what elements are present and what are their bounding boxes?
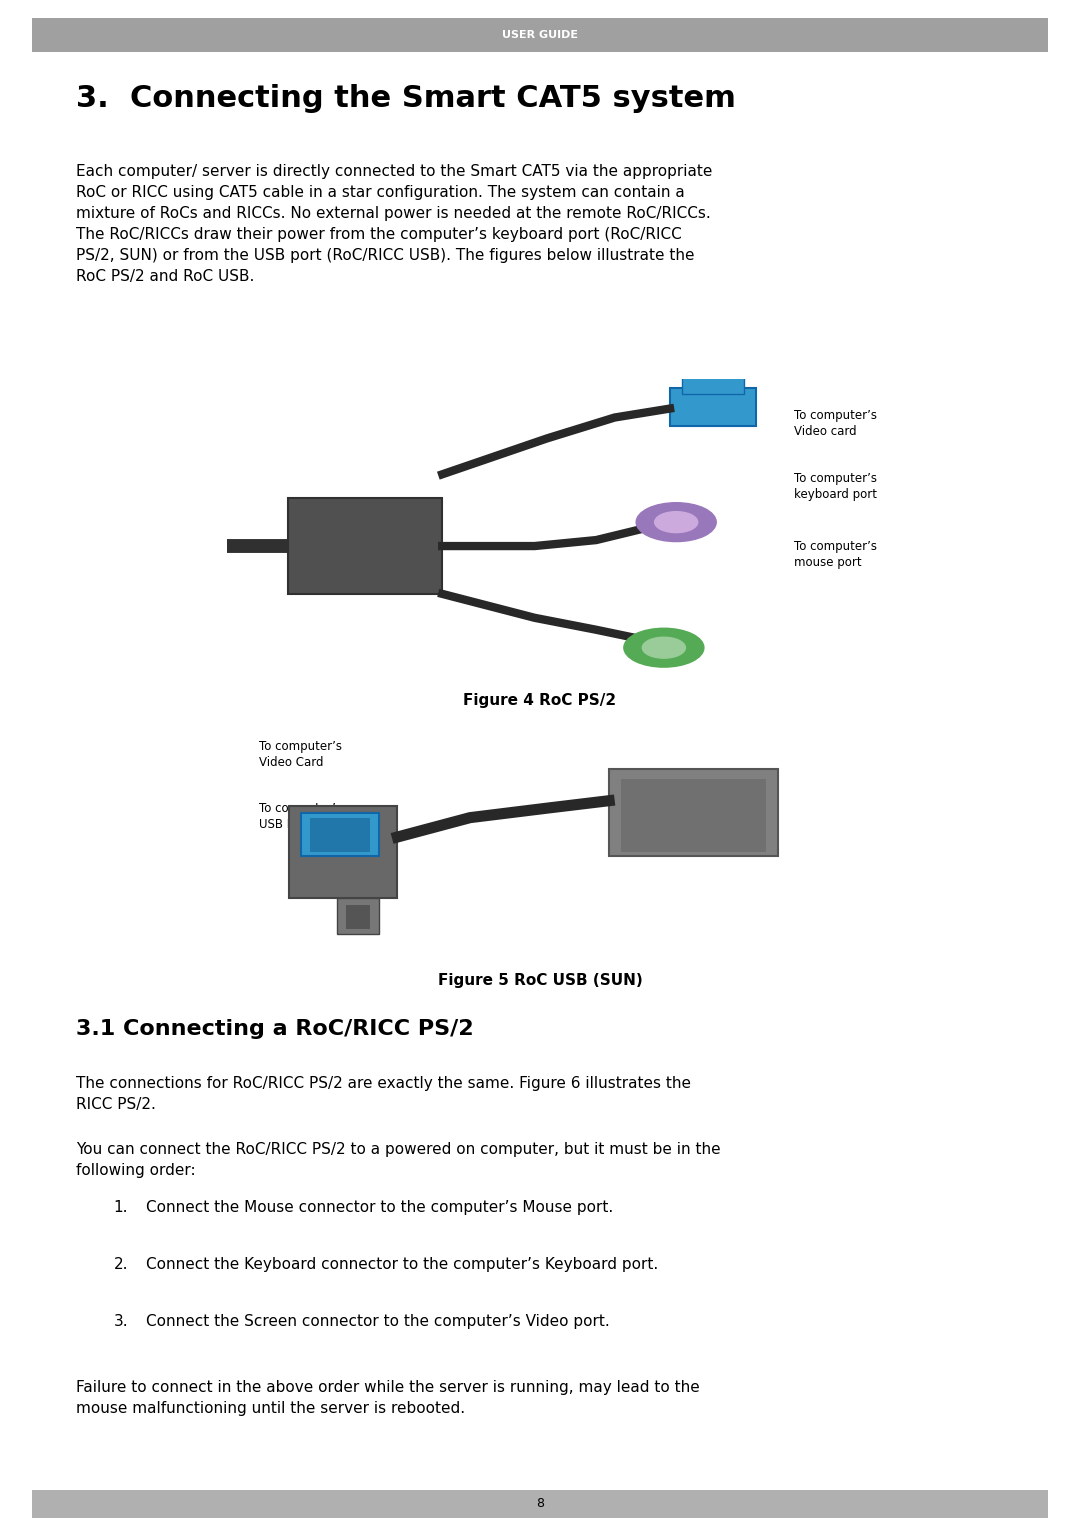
- Text: Figure 4 RoC PS/2: Figure 4 RoC PS/2: [463, 693, 617, 708]
- Text: The connections for RoC/RICC PS/2 are exactly the same. Figure 6 illustrates the: The connections for RoC/RICC PS/2 are ex…: [76, 1076, 690, 1111]
- Bar: [32, 18, 1048, 52]
- Text: You can connect the RoC/RICC PS/2 to a powered on computer, but it must be in th: You can connect the RoC/RICC PS/2 to a p…: [76, 1142, 720, 1177]
- Circle shape: [643, 638, 686, 658]
- Text: To computer’s
mouse port: To computer’s mouse port: [794, 540, 877, 569]
- Circle shape: [636, 503, 716, 541]
- Text: 8: 8: [536, 1498, 544, 1510]
- Text: To computer’s
Video Card: To computer’s Video Card: [259, 740, 342, 770]
- Circle shape: [654, 512, 698, 532]
- Text: To computer’s
USB Port: To computer’s USB Port: [259, 802, 342, 831]
- Bar: [670, 388, 756, 426]
- Circle shape: [624, 629, 704, 667]
- Bar: [346, 904, 370, 929]
- Text: USER GUIDE: USER GUIDE: [502, 31, 578, 40]
- Text: 3.1 Connecting a RoC/RICC PS/2: 3.1 Connecting a RoC/RICC PS/2: [76, 1019, 473, 1039]
- Bar: [337, 898, 379, 934]
- Bar: [609, 770, 779, 857]
- Text: Connect the Mouse connector to the computer’s Mouse port.: Connect the Mouse connector to the compu…: [146, 1200, 613, 1216]
- Bar: [621, 779, 767, 851]
- Bar: [288, 805, 397, 898]
- Text: 2.: 2.: [113, 1257, 127, 1272]
- Text: Connect the Keyboard connector to the computer’s Keyboard port.: Connect the Keyboard connector to the co…: [146, 1257, 658, 1272]
- Text: To computer’s
Video card: To computer’s Video card: [794, 409, 877, 438]
- Text: 3.: 3.: [113, 1314, 129, 1329]
- Bar: [288, 498, 442, 593]
- Bar: [300, 812, 379, 857]
- Bar: [310, 817, 370, 851]
- Text: To computer’s
keyboard port: To computer’s keyboard port: [794, 472, 877, 501]
- Text: 3.  Connecting the Smart CAT5 system: 3. Connecting the Smart CAT5 system: [76, 84, 735, 113]
- Text: Failure to connect in the above order while the server is running, may lead to t: Failure to connect in the above order wh…: [76, 1380, 700, 1415]
- Bar: [683, 376, 744, 394]
- Text: Each computer/ server is directly connected to the Smart CAT5 via the appropriat: Each computer/ server is directly connec…: [76, 164, 712, 284]
- Text: Figure 5 RoC USB (SUN): Figure 5 RoC USB (SUN): [437, 973, 643, 989]
- Text: 1.: 1.: [113, 1200, 127, 1216]
- Bar: [32, 1490, 1048, 1518]
- Text: Connect the Screen connector to the computer’s Video port.: Connect the Screen connector to the comp…: [146, 1314, 609, 1329]
